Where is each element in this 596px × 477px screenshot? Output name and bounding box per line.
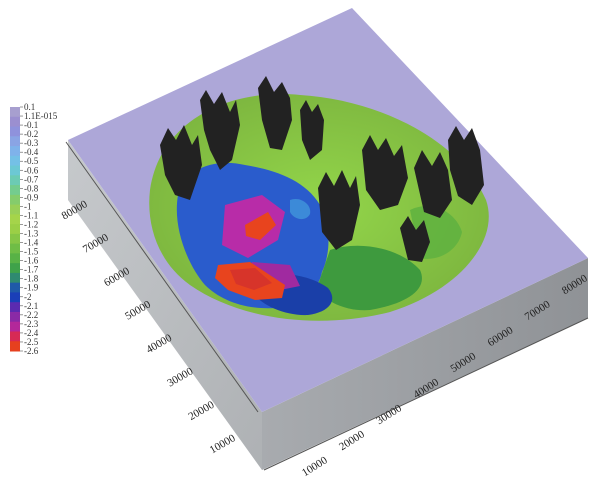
ridge-3 [258, 76, 292, 150]
legend-label: 1.1E-015 [24, 111, 58, 121]
legend-swatch [10, 146, 20, 157]
ridge-2 [160, 125, 202, 200]
legend-swatch [10, 126, 20, 137]
legend-label: -2.6 [24, 346, 39, 356]
legend-swatch [10, 194, 20, 206]
front-axis-line [263, 317, 589, 471]
legend-label: -2 [24, 292, 32, 302]
left-axis-tick-label: 60000 [102, 265, 132, 289]
depression-pit [149, 94, 489, 321]
dark-ridges [160, 76, 484, 262]
block-left-face [68, 140, 262, 470]
ridge-8 [300, 100, 324, 160]
legend-label: -2.2 [24, 310, 38, 320]
legend-swatch [10, 243, 20, 254]
left-axis-line [65, 141, 259, 413]
legend-label: -1.6 [24, 256, 39, 266]
front-axis-tick-label: 10000 [300, 454, 330, 477]
legend-swatch [10, 282, 20, 293]
legend-label: -1.9 [24, 283, 39, 293]
pit-red-core [230, 268, 272, 290]
legend-swatch [10, 224, 20, 235]
legend-swatch [10, 341, 20, 352]
ridge-5 [362, 135, 408, 210]
legend-label: -1.5 [24, 247, 39, 257]
legend-label: -2.4 [24, 328, 39, 338]
ridge-6 [414, 150, 452, 218]
ridge-7 [448, 126, 484, 205]
legend-label: -0.2 [24, 129, 38, 139]
legend-label: -1.7 [24, 265, 39, 275]
legend-label: -0.6 [24, 165, 39, 175]
left-axis-tick-label: 20000 [187, 399, 217, 423]
legend-label: -0.3 [24, 138, 39, 148]
block-front-face [262, 258, 588, 470]
left-axis-tick-label: 50000 [123, 298, 153, 322]
legend-swatch [10, 175, 20, 186]
legend-swatch [10, 331, 20, 342]
legend-swatch [10, 107, 20, 118]
left-axis-tick-label: 10000 [208, 432, 238, 456]
legend-swatch [10, 185, 20, 196]
legend-label: -0.4 [24, 147, 39, 157]
legend-swatch [10, 272, 20, 284]
ridge-1 [200, 90, 240, 170]
legend-swatch [10, 263, 20, 274]
legend-swatch [10, 155, 20, 167]
legend-label: -1.4 [24, 238, 39, 248]
legend-label: -0.1 [24, 120, 38, 130]
legend-label: -0.8 [24, 183, 39, 193]
legend-swatch [10, 292, 20, 303]
pit-red-region [245, 212, 276, 240]
legend-label: -2.1 [24, 301, 38, 311]
left-axis-tick-label: 30000 [165, 365, 195, 389]
legend-label: -2.3 [24, 319, 39, 329]
left-axis-tick-label: 40000 [144, 332, 174, 356]
legend-swatch [10, 311, 20, 323]
legend-label: -0.9 [24, 192, 39, 202]
legend-swatch [10, 116, 20, 128]
legend-label: 0.1 [24, 103, 35, 112]
legend-swatch [10, 321, 20, 332]
legend-label: -0.7 [24, 174, 39, 184]
legend-label: -1.3 [24, 229, 39, 239]
pit-cyan-spot [290, 198, 311, 220]
legend-swatch [10, 204, 20, 215]
legend-label: -1 [24, 201, 32, 211]
legend-swatch [10, 214, 20, 225]
color-legend: 0.11.1E-015-0.1-0.2-0.3-0.4-0.5-0.6-0.7-… [10, 103, 58, 356]
legend-label: -0.5 [24, 156, 39, 166]
legend-label: -1.8 [24, 274, 39, 284]
pit-green-dark-band [318, 245, 422, 311]
legend-swatch [10, 165, 20, 176]
legend-swatch [10, 253, 20, 264]
ridge-4 [318, 170, 360, 250]
legend-swatch [10, 302, 20, 313]
legend-label: -2.5 [24, 337, 39, 347]
ridge-9 [400, 216, 430, 262]
legend-label: -1.1 [24, 210, 38, 220]
legend-swatch [10, 136, 20, 147]
legend-label: -1.2 [24, 219, 38, 229]
legend-swatch [10, 233, 20, 245]
